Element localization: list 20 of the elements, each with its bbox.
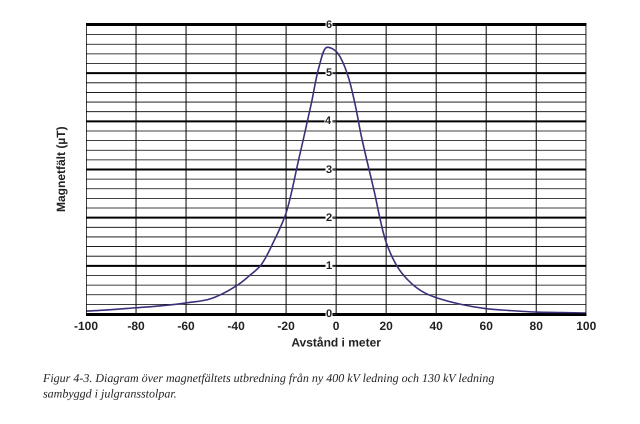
- x-tick-label: 40: [430, 319, 444, 334]
- y-tick-label: 0: [326, 308, 332, 320]
- x-tick-label: -80: [127, 319, 146, 334]
- y-tick-label: 6: [326, 19, 332, 31]
- x-tick-label: -40: [227, 319, 246, 334]
- text: Figur 4-3. Diagram över magnetfältets utbredning från ny 400 kV ledning och 130 kV ledning sambyggd i julgransstolpar.: [42, 371, 494, 401]
- x-tick-label: -60: [177, 319, 196, 334]
- y-tick-label: 3: [326, 164, 332, 176]
- x-tick-label: -20: [277, 319, 296, 334]
- y-tick-label: 5: [326, 67, 332, 79]
- x-tick-label: 20: [379, 319, 394, 334]
- y-tick-label: 1: [326, 260, 332, 272]
- y-tick-label: 2: [326, 212, 332, 224]
- x-axis-title: Avstånd i meter: [291, 336, 382, 350]
- x-tick-label: 80: [530, 319, 544, 334]
- x-tick-label: 100: [576, 319, 597, 334]
- y-axis-title: Magnetfält (µT): [54, 126, 68, 212]
- y-tick-label: 4: [325, 115, 332, 127]
- x-tick-label: 60: [480, 319, 494, 334]
- x-tick-label: -100: [74, 319, 98, 334]
